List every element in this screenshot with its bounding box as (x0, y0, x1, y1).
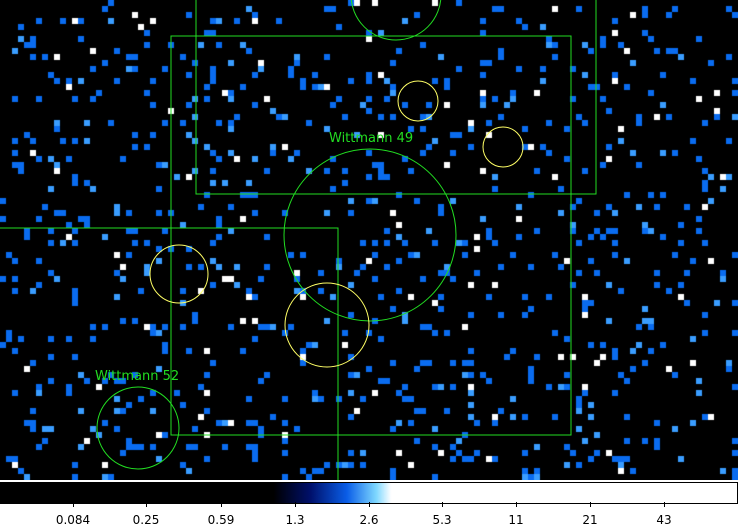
colorbar-tick-label: 21 (582, 513, 598, 527)
region-box-a[interactable] (195, 0, 597, 195)
source-circle-2[interactable] (482, 126, 524, 168)
colorbar-tick-label: 0.084 (55, 513, 91, 527)
colorbar (0, 482, 738, 504)
label-wittmann-49: Wittmann 49 (329, 131, 413, 146)
colorbar-tick-label: 43 (656, 513, 672, 527)
region-circle-wittmann-49[interactable] (283, 148, 457, 322)
colorbar-tick-mark (369, 502, 370, 507)
region-box-c[interactable] (0, 227, 339, 480)
label-wittmann-52: Wittmann 52 (95, 369, 179, 384)
region-circle-wittmann-52[interactable] (96, 386, 180, 470)
region-circle-top[interactable] (350, 0, 442, 41)
colorbar-tick-mark (664, 502, 665, 507)
colorbar-tick-label: 5.3 (432, 513, 452, 527)
source-circle-4[interactable] (284, 282, 370, 368)
colorbar-tick-mark (221, 502, 222, 507)
colorbar-tick-label: 0.59 (207, 513, 235, 527)
region-box-b[interactable] (170, 35, 572, 436)
colorbar-ticks: 0.084 0.25 0.59 1.3 2.6 5.3 11 21 43 (0, 502, 738, 528)
source-circle-1[interactable] (397, 80, 439, 122)
colorbar-tick-mark (295, 502, 296, 507)
colorbar-tick-label: 1.3 (285, 513, 305, 527)
colorbar-tick-label: 11 (508, 513, 524, 527)
source-circle-3[interactable] (149, 244, 209, 304)
colorbar-tick-mark (590, 502, 591, 507)
image-panel[interactable]: Wittmann 49 Wittmann 52 (0, 0, 738, 480)
colorbar-tick-mark (516, 502, 517, 507)
colorbar-tick-label: 2.6 (359, 513, 379, 527)
colorbar-tick-mark (442, 502, 443, 507)
region-overlay: Wittmann 49 Wittmann 52 (0, 0, 597, 480)
colorbar-tick-mark (73, 502, 74, 507)
colorbar-tick-label: 0.25 (132, 513, 160, 527)
colorbar-tick-mark (146, 502, 147, 507)
counts-image[interactable] (0, 0, 738, 480)
